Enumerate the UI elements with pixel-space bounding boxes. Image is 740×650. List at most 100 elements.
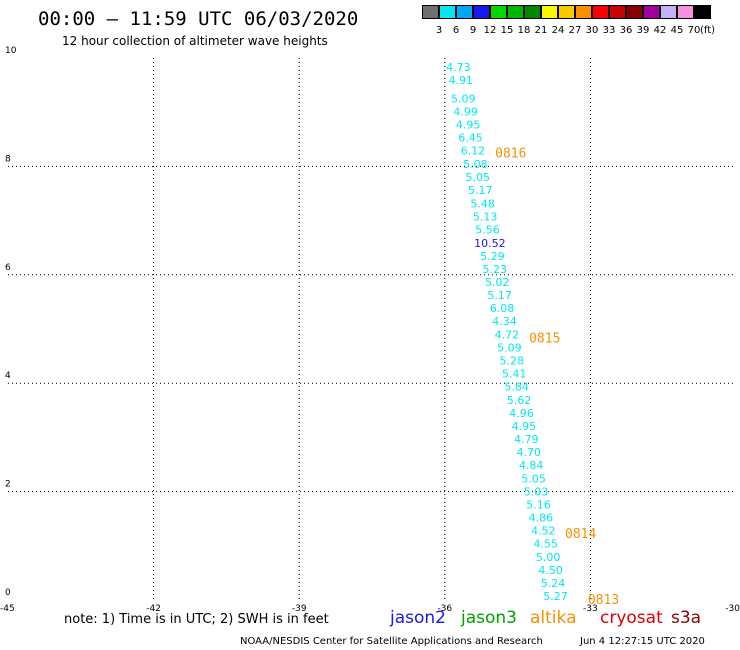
satellite-label-s3a: s3a	[671, 608, 702, 628]
wave-height-label: 4.55	[533, 538, 558, 551]
wave-height-label: 5.29	[480, 250, 505, 263]
wave-height-label: 5.08	[463, 158, 488, 171]
legend-label: 45	[670, 25, 684, 36]
wave-height-label: 5.02	[485, 276, 510, 289]
legend-label: 24	[551, 25, 565, 36]
wave-height-label: 4.73	[446, 61, 471, 74]
wave-height-label: 5.03	[524, 486, 549, 499]
legend-swatch	[575, 5, 592, 19]
page-subtitle: 12 hour collection of altimeter wave hei…	[62, 34, 328, 48]
legend-label: 18	[517, 25, 531, 36]
satellite-label-altika: altika	[530, 608, 577, 628]
legend-label: 42	[653, 25, 667, 36]
legend-swatch	[609, 5, 626, 19]
legend-label: 6	[452, 25, 460, 36]
wave-height-label: 5.17	[468, 184, 493, 197]
x-tick-label: -36	[437, 604, 452, 614]
legend-label: 9	[469, 25, 477, 36]
y-tick-label: 8	[5, 154, 11, 164]
legend-label: 36	[619, 25, 633, 36]
wave-height-label: 5.17	[487, 289, 512, 302]
wave-height-label: 5.16	[526, 499, 551, 512]
wave-height-label: 4.84	[519, 459, 544, 472]
wave-height-label: 5.05	[466, 171, 491, 184]
legend-swatch	[558, 5, 575, 19]
legend-swatch	[677, 5, 694, 19]
wave-height-label: 5.48	[470, 197, 495, 210]
legend-swatch	[541, 5, 558, 19]
legend-label: 27	[568, 25, 582, 36]
legend-swatch	[592, 5, 609, 19]
wave-height-label: 5.41	[502, 367, 527, 380]
satellite-label-jason3: jason3	[461, 608, 517, 628]
footer-note: note: 1) Time is in UTC; 2) SWH is in fe…	[64, 612, 329, 627]
legend-label: 3	[435, 25, 443, 36]
wave-height-label: 4.91	[449, 74, 474, 87]
wave-height-label: 4.72	[495, 328, 520, 341]
wave-height-label: 4.86	[529, 512, 554, 525]
legend-swatch	[456, 5, 473, 19]
x-tick-label: -45	[0, 604, 15, 614]
wave-height-label: 4.95	[456, 119, 481, 132]
wave-height-label: 5.84	[504, 380, 529, 393]
wave-height-label: 5.56	[475, 223, 500, 236]
satellite-label-cryosat: cryosat	[600, 608, 663, 628]
wave-height-label: 4.79	[514, 433, 539, 446]
legend-swatch	[524, 5, 541, 19]
legend-label: 21	[534, 25, 548, 36]
legend-swatch	[507, 5, 524, 19]
legend-swatch	[439, 5, 456, 19]
time-label: 0814	[565, 527, 596, 542]
legend-swatch	[473, 5, 490, 19]
wave-height-label: 4.70	[517, 446, 542, 459]
legend-label: 33	[602, 25, 616, 36]
wave-height-label: 4.99	[453, 106, 478, 119]
wave-height-label: 4.50	[538, 564, 563, 577]
legend-swatch	[626, 5, 643, 19]
wave-height-label: 4.95	[512, 420, 537, 433]
wave-height-label: 6.45	[458, 132, 483, 145]
y-tick-label: 0	[5, 588, 11, 598]
y-tick-label: 2	[5, 480, 11, 490]
generated-timestamp: Jun 4 12:27:15 UTC 2020	[580, 636, 705, 647]
wave-height-label: 4.52	[531, 525, 556, 538]
time-label: 0813	[588, 593, 619, 608]
wave-height-label: 5.62	[507, 394, 532, 407]
wave-height-label: 5.27	[543, 590, 568, 603]
wave-height-label: 5.00	[536, 551, 561, 564]
wave-height-label: 10.52	[474, 237, 506, 250]
wave-height-label: 5.24	[541, 577, 566, 590]
legend-label: 30	[585, 25, 599, 36]
legend-swatch	[490, 5, 507, 19]
time-label: 0815	[529, 332, 560, 347]
legend-label: 39	[636, 25, 650, 36]
wave-height-label: 4.96	[509, 407, 534, 420]
wave-height-label: 5.13	[473, 210, 498, 223]
wave-height-label: 4.34	[492, 315, 517, 328]
wave-height-label: 5.05	[521, 473, 546, 486]
time-label: 0816	[495, 146, 526, 161]
x-tick-label: -42	[146, 604, 161, 614]
wave-height-label: 6.08	[490, 302, 515, 315]
y-tick-label: 6	[5, 263, 11, 273]
legend-swatch	[694, 5, 711, 19]
y-tick-label: 4	[5, 371, 11, 381]
legend-swatch	[660, 5, 677, 19]
x-tick-label: -39	[292, 604, 307, 614]
x-tick-label: -30	[725, 604, 740, 614]
wave-height-label: 5.09	[451, 93, 476, 106]
page-title: 00:00 – 11:59 UTC 06/03/2020	[38, 8, 359, 30]
wave-height-label: 5.28	[500, 354, 525, 367]
legend-swatch	[422, 5, 439, 19]
legend-unit: (ft)	[700, 25, 716, 36]
legend-label: 70	[687, 25, 701, 36]
credit-text: NOAA/NESDIS Center for Satellite Applica…	[240, 636, 543, 647]
legend-label: 15	[500, 25, 514, 36]
satellite-label-jason2: jason2	[390, 608, 446, 628]
x-tick-label: -33	[583, 604, 598, 614]
legend-swatch	[643, 5, 660, 19]
wave-height-label: 5.23	[483, 263, 508, 276]
wave-height-label: 5.09	[497, 341, 522, 354]
y-tick-label: 10	[5, 46, 17, 56]
